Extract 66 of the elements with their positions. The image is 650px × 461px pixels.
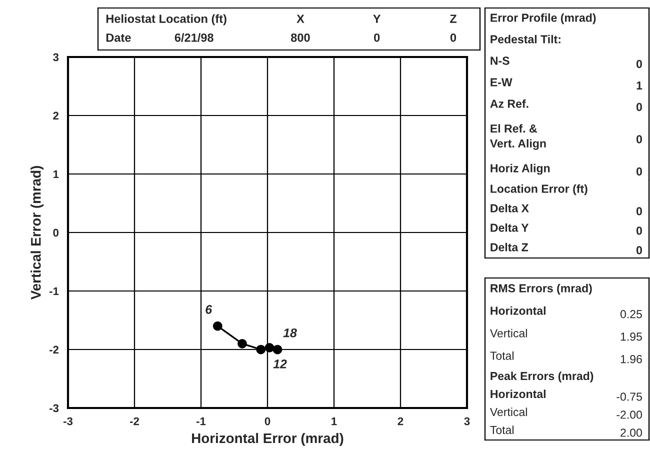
- category-label: Vertical: [490, 328, 527, 338]
- category-label: E-W: [490, 78, 512, 86]
- y-tick-label: -3: [50, 404, 59, 412]
- category-label: El Ref. & Vert. Align: [490, 124, 546, 150]
- y-tick-label: 2: [53, 112, 59, 120]
- x-tick-label: -2: [130, 417, 139, 426]
- data-label: 0: [636, 167, 642, 176]
- category-label: Delta Z: [490, 242, 528, 252]
- data-label: 0: [636, 246, 642, 254]
- y-tick-label: 1: [53, 170, 59, 178]
- text: 6/21/98: [174, 33, 214, 42]
- text: Peak Errors (mrad): [490, 372, 594, 382]
- category-label: N-S: [490, 56, 510, 65]
- category-label: Y: [373, 14, 381, 23]
- y-tick-label: 0: [53, 228, 59, 237]
- data-label: 1.96: [620, 355, 642, 364]
- point: [212, 321, 222, 331]
- category-label: Total: [490, 426, 514, 434]
- point: [256, 344, 266, 354]
- data-label: 0: [450, 33, 456, 42]
- y-tick-label: -2: [50, 346, 59, 354]
- y-tick-label: 3: [53, 53, 59, 62]
- x-tick-label: -3: [63, 417, 73, 426]
- data-label: 1: [636, 82, 642, 90]
- category-label: Delta Y: [490, 223, 529, 232]
- data-label: 0: [636, 226, 642, 235]
- x-tick-label: 2: [398, 417, 404, 426]
- x-tick-label: 3: [464, 417, 470, 426]
- data-label: 0: [636, 207, 642, 216]
- x-tick-label: -1: [196, 417, 206, 426]
- category-label: Az Ref.: [490, 99, 528, 108]
- category-label: Vertical: [490, 408, 527, 416]
- category-label: Delta X: [490, 204, 529, 212]
- data-label: 0.25: [620, 310, 642, 318]
- text: Location Error (ft): [490, 184, 588, 196]
- category-label: Total: [490, 351, 514, 360]
- point: [264, 343, 274, 352]
- data-label: -2.00: [616, 410, 642, 419]
- point: [238, 338, 247, 348]
- text: Heliostat Location (ft): [106, 14, 226, 26]
- category-label: Z: [450, 14, 457, 23]
- text: Pedestal Tilt:: [490, 34, 560, 44]
- text: Date: [106, 34, 131, 42]
- category-label: Horizontal: [490, 390, 546, 398]
- annotation: 6: [206, 305, 212, 314]
- data-label: 1.95: [620, 332, 642, 341]
- data-label: 0: [374, 33, 380, 42]
- data-label: 0: [636, 102, 642, 112]
- y-tick-label: -1: [50, 287, 59, 296]
- x-axis-title: Horizontal Error (mrad): [192, 432, 344, 446]
- data-label: 0: [636, 60, 642, 68]
- data-label: 2.00: [620, 428, 642, 437]
- category-label: Horizontal: [490, 306, 546, 315]
- x-tick-label: 0: [264, 417, 270, 426]
- category-label: Horiz Align: [490, 164, 550, 175]
- annotation: 18: [283, 328, 297, 338]
- text: Error Profile (mrad): [490, 13, 596, 24]
- point: [272, 344, 282, 354]
- text: RMS Errors (mrad): [490, 284, 592, 295]
- data-label: 800: [290, 33, 310, 42]
- category-label: X: [296, 14, 304, 23]
- x-tick-label: 1: [332, 417, 337, 426]
- annotation: 12: [273, 360, 287, 368]
- data-label: 0: [636, 135, 642, 144]
- data-label: -0.75: [616, 392, 642, 401]
- y-axis-title: Vertical Error (mrad): [30, 166, 44, 300]
